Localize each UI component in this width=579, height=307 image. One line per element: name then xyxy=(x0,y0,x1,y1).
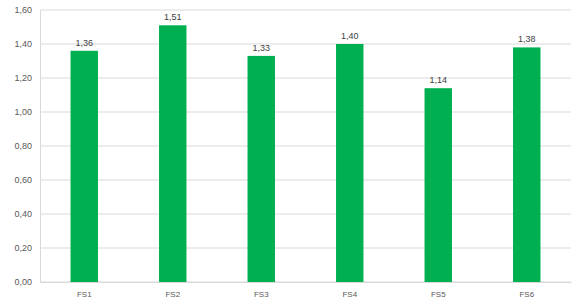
x-tick-label: FS3 xyxy=(254,290,269,299)
y-tick-label: 1,00 xyxy=(14,107,32,117)
grid-line xyxy=(40,180,571,181)
grid-line xyxy=(40,214,571,215)
grid-line xyxy=(40,112,571,113)
y-tick: 0,20 xyxy=(14,243,40,253)
y-tick-label: 1,40 xyxy=(14,39,32,49)
x-tick: FS2 xyxy=(165,282,180,299)
y-axis-line xyxy=(40,11,41,283)
y-tick: 1,40 xyxy=(14,39,40,49)
y-tick: 1,20 xyxy=(14,73,40,83)
y-tick-label: 0,40 xyxy=(14,209,32,219)
data-label: 1,38 xyxy=(518,34,536,44)
bar xyxy=(71,51,98,282)
data-labels: 1,36 1,51 1,33 1,40 1,14 1,38 xyxy=(75,12,535,85)
y-tick-label: 0,60 xyxy=(14,175,32,185)
bar xyxy=(513,47,540,282)
data-label: 1,36 xyxy=(75,38,93,48)
chart: 0,000,200,400,600,801,001,201,401,60FS1F… xyxy=(0,0,579,307)
bar xyxy=(336,44,363,282)
x-tick-label: FS4 xyxy=(342,290,357,299)
y-axis: 0,00 0,20 0,40 0,60 0,80 1,00 1,20 1,40 1,60 xyxy=(14,5,40,287)
data-label: 1,33 xyxy=(252,43,270,53)
y-tick-label: 1,20 xyxy=(14,73,32,83)
y-tick-label: 0,80 xyxy=(14,141,32,151)
y-tick: 0,60 xyxy=(14,175,40,185)
grid-line xyxy=(40,78,571,79)
x-axis-line xyxy=(41,282,572,283)
data-label: 1,51 xyxy=(164,12,182,22)
x-tick: FS3 xyxy=(254,282,269,299)
x-tick-label: FS6 xyxy=(519,290,534,299)
data-label: 1,14 xyxy=(429,75,447,85)
y-tick: 0,80 xyxy=(14,141,40,151)
grid-line xyxy=(40,44,571,45)
bar xyxy=(159,25,186,282)
y-tick: 0,00 xyxy=(14,277,40,287)
y-tick-label: 0,00 xyxy=(14,277,32,287)
y-tick-label: 0,20 xyxy=(14,243,32,253)
grid xyxy=(40,10,571,282)
data-label: 1,40 xyxy=(341,31,359,41)
bars xyxy=(71,25,541,282)
x-axis: FS1 FS2 FS3 FS4 FS5 FS6 xyxy=(41,282,572,299)
x-tick-label: FS1 xyxy=(77,290,92,299)
x-tick: FS1 xyxy=(77,282,92,299)
x-tick-label: FS2 xyxy=(165,290,180,299)
y-tick: 1,60 xyxy=(14,5,40,15)
x-tick: FS5 xyxy=(431,282,446,299)
y-tick: 0,40 xyxy=(14,209,40,219)
x-tick: FS6 xyxy=(519,282,534,299)
x-tick: FS4 xyxy=(342,282,357,299)
y-tick-label: 1,60 xyxy=(14,5,32,15)
bar xyxy=(248,56,275,282)
grid-line xyxy=(40,248,571,249)
grid-line xyxy=(40,282,571,283)
grid-line xyxy=(40,146,571,147)
x-tick-label: FS5 xyxy=(431,290,446,299)
y-tick: 1,00 xyxy=(14,107,40,117)
grid-line xyxy=(40,10,571,11)
plot: 0,000,200,400,600,801,001,201,401,60FS1F… xyxy=(14,5,571,298)
bar xyxy=(425,88,452,282)
